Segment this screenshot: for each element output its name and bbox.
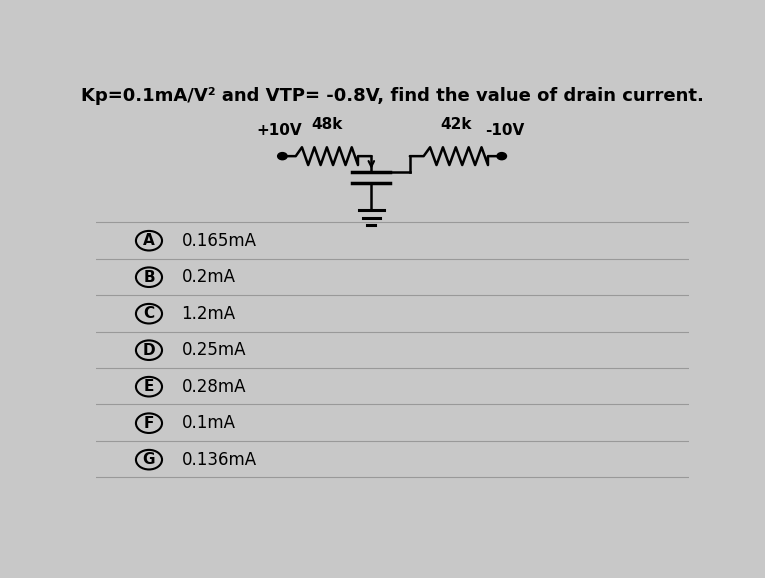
Text: F: F [144,416,155,431]
Text: G: G [143,452,155,467]
Text: 0.2mA: 0.2mA [181,268,236,286]
Text: 48k: 48k [311,117,343,132]
Text: D: D [142,343,155,358]
Text: E: E [144,379,155,394]
Text: 0.25mA: 0.25mA [181,341,246,359]
Text: -10V: -10V [485,123,524,138]
Text: 42k: 42k [440,117,471,132]
Circle shape [278,153,287,160]
Text: 1.2mA: 1.2mA [181,305,236,323]
Circle shape [497,153,506,160]
Text: 0.165mA: 0.165mA [181,232,256,250]
Text: +10V: +10V [256,123,302,138]
Text: C: C [143,306,155,321]
Text: A: A [143,233,155,248]
Text: 0.136mA: 0.136mA [181,451,257,469]
Text: 0.28mA: 0.28mA [181,377,246,396]
Text: Kp=0.1mA/V² and VTP= -0.8V, find the value of drain current.: Kp=0.1mA/V² and VTP= -0.8V, find the val… [80,87,704,105]
Text: 0.1mA: 0.1mA [181,414,236,432]
Text: B: B [143,270,155,285]
